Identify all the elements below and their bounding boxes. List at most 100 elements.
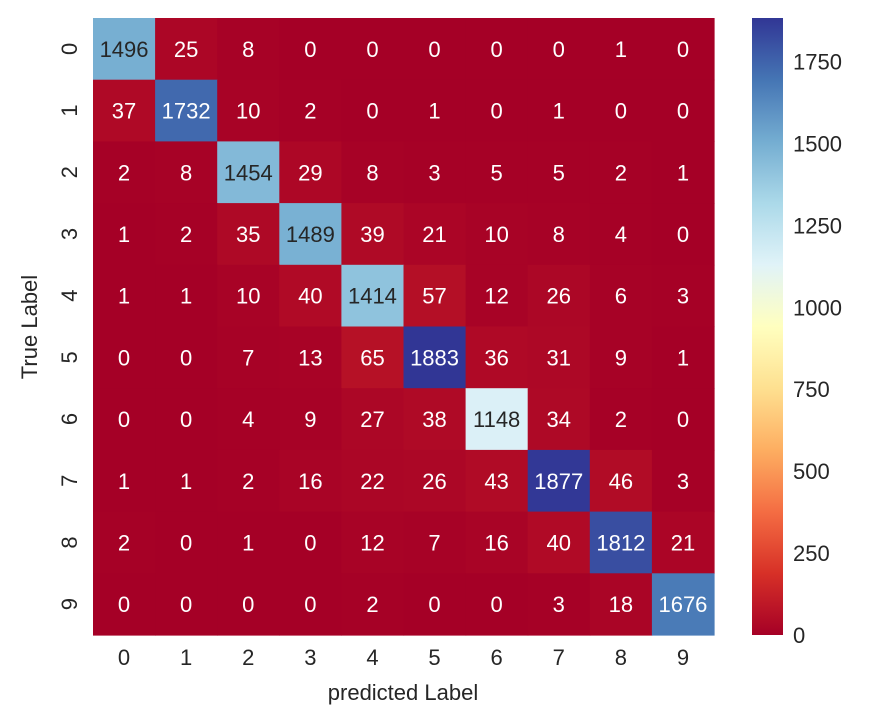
heatmap-cell [217,18,280,81]
heatmap-cell [155,141,218,204]
cell-value-label: 1 [677,160,689,185]
x-tick-labels: 0 1 2 3 4 5 6 7 8 9 [118,645,689,670]
cell-value-label: 29 [298,160,322,185]
heatmap-cell [279,264,342,328]
x-axis-label: predicted Label [328,680,478,705]
heatmap-cell [155,264,218,328]
heatmap-cell [465,388,529,451]
cell-value-label: 2 [242,469,254,494]
x-tick-label: 3 [304,645,316,670]
heatmap-cell [651,511,715,574]
heatmap-cell [93,141,156,204]
heatmap-cell [527,326,591,389]
cell-value-label: 6 [615,284,627,309]
heatmap-cell [93,573,156,636]
cell-value-label: 2 [118,160,130,185]
cell-value-label: 2 [180,222,192,247]
y-tick-label: 1 [57,104,82,116]
cell-value-label: 1877 [534,469,583,494]
heatmap-cell [465,573,529,636]
heatmap-cell [403,573,467,636]
heatmap-cell [93,203,156,266]
heatmap-cell [93,79,156,142]
cell-value-label: 2 [615,407,627,432]
colorbar [752,18,783,635]
cell-value-label: 0 [553,37,565,62]
cell-value-label: 1812 [596,530,645,555]
x-tick-label: 2 [242,645,254,670]
cell-value-label: 0 [304,37,316,62]
heatmap-cell [217,449,280,513]
cell-value-label: 36 [484,345,508,370]
x-tick-label: 6 [491,645,503,670]
x-tick-label: 7 [553,645,565,670]
heatmap-cell [465,79,529,142]
y-tick-label: 9 [57,598,82,610]
heatmap-cell [651,388,715,451]
cell-value-label: 5 [553,160,565,185]
y-tick-label: 3 [57,228,82,240]
heatmap-cell [589,573,653,636]
heatmap-cell [217,203,280,266]
colorbar-tick-labels: 0 250 500 750 1000 1250 1500 1750 [793,50,842,648]
cell-value-label: 2 [304,99,316,124]
heatmap-cell [217,573,280,636]
cell-value-label: 0 [180,530,192,555]
colorbar-tick-label: 1500 [793,131,842,156]
heatmap-cell [279,79,342,142]
cell-value-label: 1148 [473,407,520,432]
heatmap-cell [217,79,280,142]
heatmap-cell [403,511,467,574]
heatmap-cell [589,79,653,142]
heatmap-cell [403,18,467,81]
cell-value-label: 1 [118,469,130,494]
heatmap-cell [527,18,591,81]
cell-value-label: 27 [360,407,384,432]
cell-value-label: 1489 [286,222,335,247]
y-tick-label: 6 [57,413,82,425]
y-tick-label: 4 [57,290,82,302]
heatmap-cell [651,203,715,266]
heatmap-cell [527,388,591,451]
cell-value-label: 0 [118,345,130,370]
y-tick-label: 2 [57,166,82,178]
heatmap-cell [155,326,218,389]
cell-value-label: 0 [428,592,440,617]
cell-value-label: 0 [677,99,689,124]
colorbar-tick-label: 500 [793,459,830,484]
heatmap-cell [279,511,342,574]
cell-value-label: 18 [609,592,633,617]
cell-value-label: 10 [484,222,508,247]
heatmap-cell [465,203,529,266]
heatmap-cell [279,326,342,389]
heatmap-cell [279,18,342,81]
heatmap-cell [279,573,342,636]
cell-value-label: 0 [180,407,192,432]
cell-value-label: 0 [242,592,254,617]
heatmap-cell [403,79,467,142]
cell-value-label: 0 [491,592,503,617]
cell-value-label: 16 [484,530,508,555]
cell-value-label: 1454 [224,160,273,185]
heatmap-cell [589,449,653,513]
heatmap-cell [93,326,156,389]
heatmap-cell [589,388,653,451]
heatmap-cell [93,449,156,513]
cell-value-label: 38 [422,407,446,432]
cell-value-label: 0 [304,592,316,617]
heatmap-cell [93,264,156,328]
cell-value-label: 57 [422,284,446,309]
cell-value-label: 1 [428,99,440,124]
colorbar-tick-label: 1250 [793,213,842,238]
cell-value-label: 9 [304,407,316,432]
heatmap-cell [155,449,218,513]
heatmap-cell [651,573,715,636]
heatmap-cell [589,326,653,389]
cell-value-label: 10 [236,99,260,124]
cell-value-label: 13 [298,345,322,370]
heatmap-cell [465,141,529,204]
cell-value-label: 22 [360,469,384,494]
y-tick-labels: 0 1 2 3 4 5 6 7 8 9 [57,43,82,611]
cell-value-label: 37 [112,99,136,124]
heatmap-cell [527,264,591,328]
